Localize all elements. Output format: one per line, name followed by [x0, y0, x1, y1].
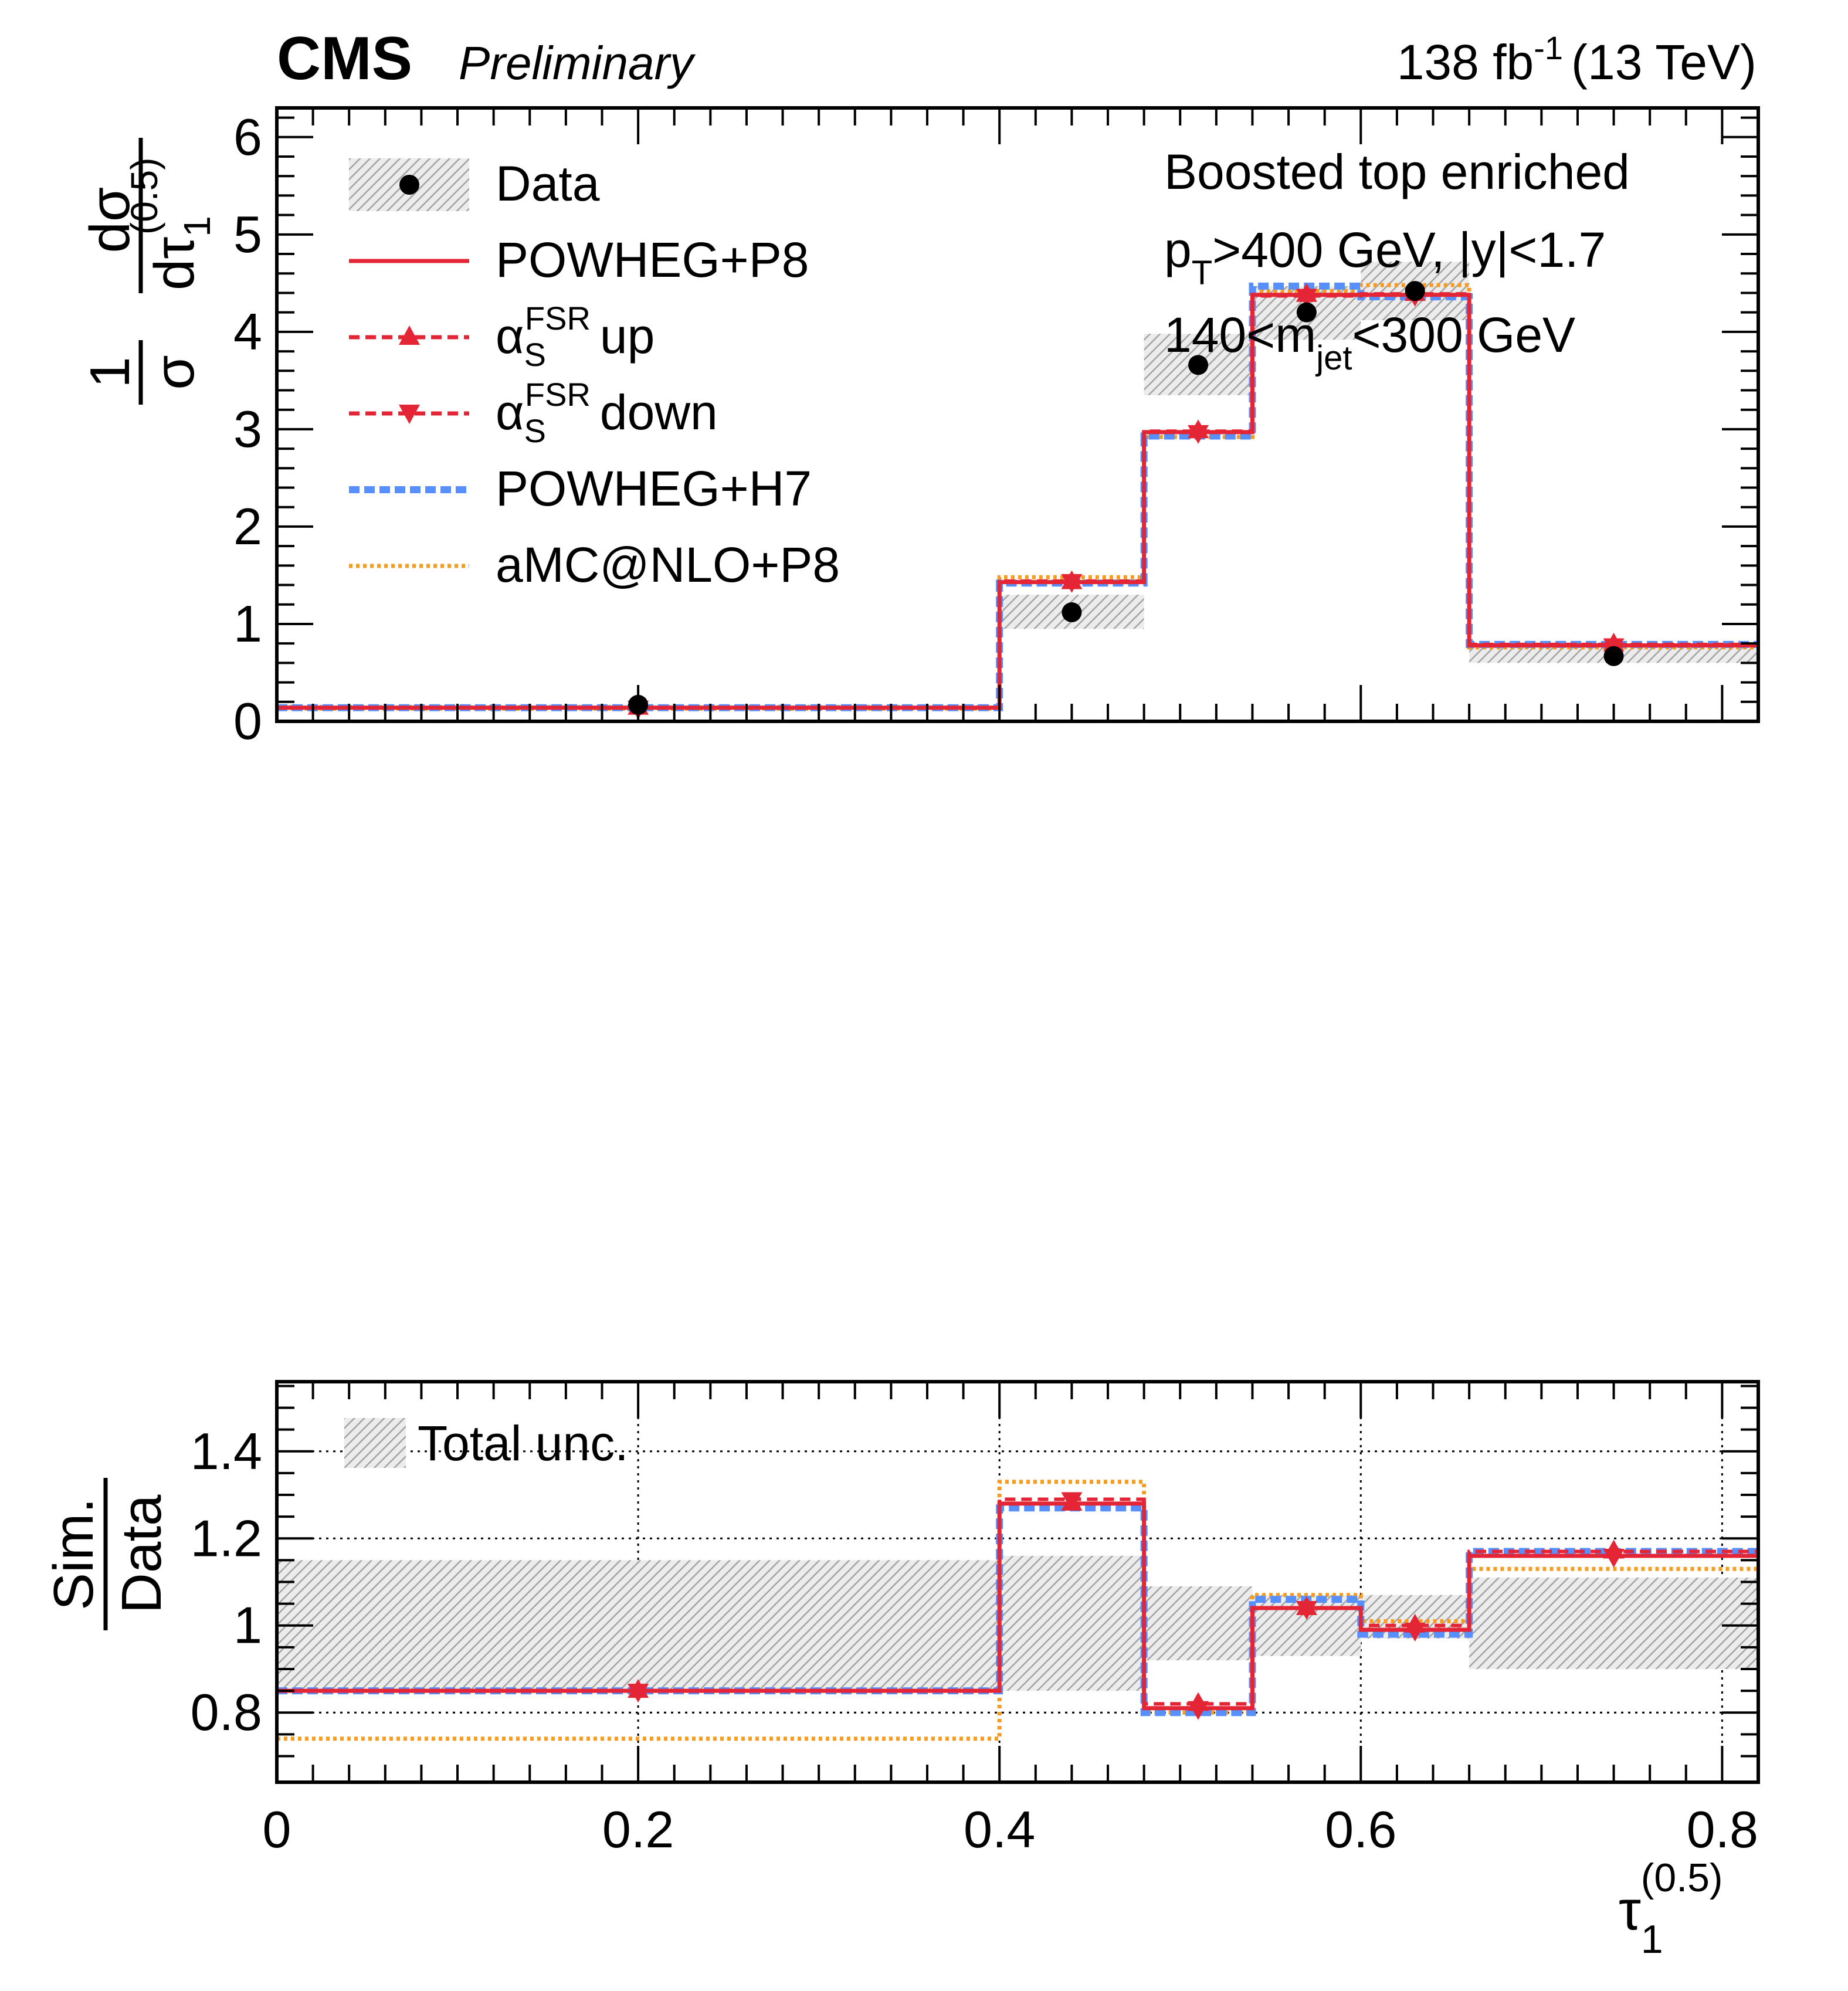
total-unc-band-5 [1469, 1578, 1758, 1669]
selection-line-3: 140<mjet<300 GeV [1164, 307, 1575, 377]
top-ytick-label: 4 [233, 303, 262, 361]
x-tick-label: 0.4 [964, 1800, 1035, 1858]
x-tick-label: 0.2 [602, 1800, 674, 1858]
legend-item-data: Data [349, 156, 600, 211]
legend-item-amc: aMC@NLO+P8 [349, 537, 840, 592]
ratio-ytick-label: 0.8 [191, 1683, 262, 1741]
legend-item-alpha-up: αSFSR up [349, 300, 655, 373]
ratio-alpha-down-marker-4 [1404, 1623, 1426, 1642]
legend-label-alpha-down: αSFSR down [496, 376, 718, 449]
legend-label-data: Data [496, 156, 600, 211]
ylabel-sigma: σ [143, 355, 206, 389]
legend-label-alpha-up: αSFSR up [496, 300, 655, 373]
selection-line-2: pT>400 GeV, |y|<1.7 [1164, 222, 1606, 292]
total-unc-band-0 [277, 1560, 1000, 1691]
ratio-axis-ticks: 0.8 1 1.2 1.4 0 0.2 0.4 0.6 0.8 [191, 1382, 1759, 1858]
total-unc-band-2 [1144, 1586, 1253, 1661]
legend-label-powheg-h7: POWHEG+H7 [496, 461, 812, 516]
data-point-3 [1296, 302, 1317, 323]
ratio-ytick-label: 1 [233, 1596, 262, 1654]
ratio-uncertainty-bands [277, 1555, 1758, 1691]
ratio-frame [275, 1380, 1760, 1784]
ratio-alpha-down-marker-5 [1603, 1548, 1625, 1568]
x-axis-label: τ1(0.5) [1619, 1856, 1723, 1962]
ratio-ylabel: Sim. Data [42, 1478, 173, 1630]
triangle-down-icon [399, 405, 420, 424]
ratio-ytick-label: 1.4 [191, 1422, 262, 1480]
legend: Data POWHEG+P8 αSFSR up αSFSR down POWHEG+… [349, 156, 840, 592]
distribution-panel: 0 1 2 3 4 5 6 [233, 106, 1760, 750]
total-unc-band-1 [999, 1555, 1144, 1691]
ratio-ylabel-numerator: Sim. [42, 1498, 105, 1610]
ratio-markers [628, 1491, 1625, 1720]
data-points [628, 281, 1624, 715]
data-point-2 [1188, 355, 1209, 375]
top-frame [275, 106, 1760, 723]
ratio-alpha-down-marker-1 [1061, 1492, 1083, 1511]
top-ytick-label: 5 [233, 205, 262, 263]
top-ytick-label: 2 [233, 497, 262, 555]
ylabel-numerator: dσ [79, 187, 141, 253]
top-ylabel: 1 σ dσ dτ1(0.5) [79, 138, 218, 405]
ylabel-denominator: dτ1(0.5) [123, 158, 218, 291]
legend-label-total-unc: Total unc. [418, 1416, 629, 1471]
x-tick-label: 0.6 [1325, 1800, 1396, 1858]
luminosity-label: 138 fb-1 (13 TeV) [1397, 29, 1757, 90]
legend-label-amc: aMC@NLO+P8 [496, 537, 840, 592]
data-point-5 [1603, 646, 1624, 666]
top-alpha-down-marker-1 [1061, 574, 1083, 593]
ratio-alpha-down-marker-3 [1296, 1601, 1317, 1620]
ratio-alpha-down-marker-2 [1188, 1701, 1209, 1720]
ratio-alpha-down-marker-0 [628, 1684, 649, 1703]
x-tick-label: 0.8 [1687, 1800, 1758, 1858]
legend-item-powheg-p8: POWHEG+P8 [349, 232, 809, 287]
powheg-p8-histogram [277, 293, 1758, 710]
ratio-legend: Total unc. [344, 1416, 629, 1471]
ylabel-one: 1 [79, 357, 141, 388]
powheg-p8-ratio-histogram [277, 1501, 1758, 1711]
selection-line-1: Boosted top enriched [1164, 144, 1630, 199]
x-tick-label: 0 [263, 1800, 291, 1858]
status-label: Preliminary [459, 37, 696, 89]
top-ytick-label: 1 [233, 595, 262, 653]
top-ytick-label: 0 [233, 692, 262, 750]
top-alpha-down-marker-2 [1188, 425, 1209, 444]
top-alpha-down-marker-3 [1296, 289, 1317, 308]
prediction-histograms [277, 282, 1758, 711]
data-point-1 [1062, 602, 1082, 623]
top-axis-ticks: 0 1 2 3 4 5 6 [233, 108, 1759, 750]
ratio-panel: 0.8 1 1.2 1.4 0 0.2 0.4 0.6 0.8 [191, 1380, 1760, 1858]
triangle-up-icon [399, 325, 420, 345]
total-unc-swatch [344, 1418, 406, 1468]
ratio-histograms [277, 1480, 1758, 1741]
top-ytick-label: 3 [233, 400, 262, 458]
data-swatch-marker [399, 175, 419, 195]
data-point-4 [1405, 281, 1425, 301]
legend-item-alpha-down: αSFSR down [349, 376, 718, 449]
legend-item-powheg-h7: POWHEG+H7 [349, 461, 812, 516]
ratio-ylabel-denominator: Data [110, 1494, 173, 1613]
experiment-label: CMS [277, 25, 412, 93]
top-ytick-label: 6 [233, 108, 262, 166]
legend-label-powheg-p8: POWHEG+P8 [496, 232, 809, 287]
selection-annotation: Boosted top enriched pT>400 GeV, |y|<1.7… [1164, 144, 1630, 377]
ratio-ytick-label: 1.2 [191, 1509, 262, 1567]
